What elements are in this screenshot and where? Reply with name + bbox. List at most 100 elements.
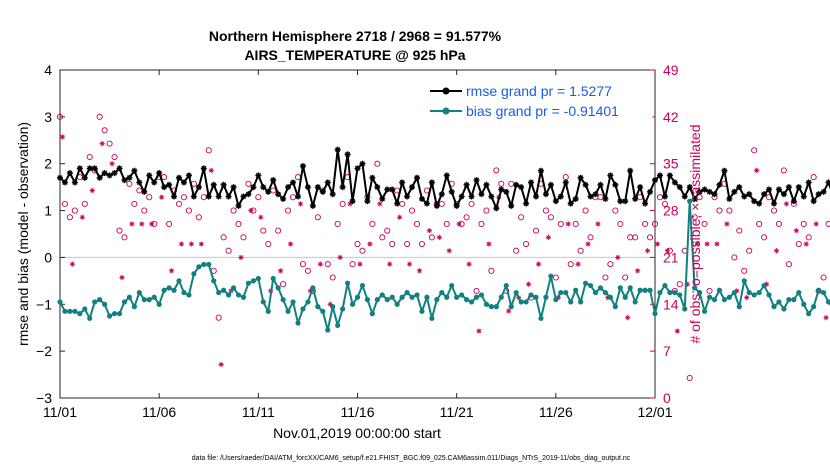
obs-possible-marker bbox=[389, 240, 396, 248]
star-stroke bbox=[439, 191, 445, 197]
obs-possible-marker bbox=[761, 234, 768, 241]
obs-possible-marker bbox=[384, 227, 391, 234]
rmse-point bbox=[190, 193, 197, 200]
star-stroke bbox=[176, 175, 182, 181]
star-stroke bbox=[290, 179, 296, 186]
bias-point bbox=[121, 299, 128, 305]
star-stroke bbox=[181, 179, 187, 186]
y-right-tick-label: 14 bbox=[663, 296, 679, 312]
obs-possible-marker bbox=[280, 281, 287, 288]
obs-possible-marker bbox=[731, 254, 738, 261]
obs-possible-marker bbox=[552, 274, 559, 281]
star-stroke bbox=[568, 200, 574, 207]
bias-point bbox=[424, 294, 430, 300]
obs-assimilated-marker bbox=[426, 228, 432, 234]
star-stroke bbox=[394, 200, 400, 207]
obs-possible-marker bbox=[805, 234, 812, 241]
obs-assimilated-marker bbox=[545, 234, 551, 240]
obs-assimilated-marker bbox=[486, 241, 492, 247]
bias-point bbox=[265, 308, 271, 314]
bias-point bbox=[672, 289, 678, 296]
obs-possible-marker bbox=[195, 214, 202, 221]
bias-point bbox=[587, 282, 594, 289]
star-stroke bbox=[62, 179, 68, 186]
star-stroke bbox=[136, 179, 142, 186]
obs-possible-marker bbox=[379, 234, 386, 241]
rmse-point bbox=[438, 191, 445, 198]
star-stroke bbox=[637, 184, 643, 190]
star-stroke bbox=[761, 191, 767, 197]
x-tick-label: 11/11 bbox=[242, 404, 275, 420]
obs-assimilated-marker bbox=[218, 361, 224, 368]
bias-point bbox=[305, 299, 311, 305]
bias-point bbox=[454, 294, 460, 300]
obs-assimilated-marker bbox=[149, 221, 155, 227]
asterisk-stroke bbox=[80, 215, 85, 220]
obs-assimilated-marker bbox=[406, 261, 413, 267]
rmse-point bbox=[771, 200, 777, 207]
obs-possible-marker bbox=[86, 153, 93, 161]
asterisk-stroke bbox=[695, 241, 700, 247]
asterisk-stroke bbox=[665, 248, 670, 253]
star-stroke bbox=[265, 189, 271, 195]
obs-possible-marker bbox=[632, 234, 639, 241]
obs-assimilated-marker bbox=[129, 221, 135, 227]
rmse-point bbox=[701, 186, 708, 193]
star-stroke bbox=[573, 196, 579, 202]
obs-possible-marker bbox=[285, 207, 292, 214]
bias-point bbox=[796, 289, 802, 296]
obs-possible-marker bbox=[582, 207, 589, 214]
rmse-point bbox=[810, 198, 817, 205]
star-stroke bbox=[563, 179, 569, 186]
asterisk-stroke bbox=[258, 215, 263, 220]
bias-point bbox=[791, 297, 797, 303]
star-stroke bbox=[379, 196, 385, 202]
obs-assimilated-marker bbox=[248, 207, 254, 214]
rmse-point bbox=[180, 179, 187, 186]
bias-point bbox=[687, 198, 693, 204]
rmse-point bbox=[597, 181, 604, 188]
obs-possible-marker bbox=[602, 274, 609, 281]
star-stroke bbox=[459, 193, 465, 200]
star-stroke bbox=[146, 172, 152, 179]
bias-point bbox=[612, 304, 618, 310]
obs-possible-marker bbox=[780, 167, 787, 174]
rmse-point bbox=[369, 174, 376, 181]
obs-assimilated-marker bbox=[109, 161, 115, 167]
star-stroke bbox=[657, 172, 663, 179]
obs-possible-marker bbox=[691, 214, 698, 221]
obs-possible-marker bbox=[785, 261, 792, 268]
obs-layer bbox=[56, 113, 830, 381]
obs-possible-marker bbox=[146, 194, 153, 201]
rmse-point bbox=[800, 193, 807, 200]
asterisk-stroke bbox=[328, 302, 333, 307]
bias-point bbox=[716, 287, 723, 293]
bias-point bbox=[325, 327, 331, 333]
star-stroke bbox=[399, 179, 405, 186]
bias-point bbox=[578, 299, 584, 305]
bias-point bbox=[77, 311, 83, 317]
obs-assimilated-marker bbox=[615, 254, 621, 261]
obs-possible-marker bbox=[215, 314, 222, 321]
rmse-point bbox=[508, 202, 515, 209]
obs-possible-marker bbox=[230, 207, 237, 214]
obs-possible-marker bbox=[71, 207, 78, 214]
bias-point bbox=[820, 289, 827, 296]
rmse-point bbox=[453, 202, 460, 209]
obs-possible-marker bbox=[825, 220, 830, 228]
rmse-point bbox=[562, 179, 569, 186]
star-stroke bbox=[335, 147, 341, 153]
y-tick-label: −3 bbox=[36, 390, 52, 406]
obs-possible-marker bbox=[275, 227, 282, 234]
star-stroke bbox=[131, 168, 137, 174]
bias-point bbox=[647, 287, 653, 293]
star-stroke bbox=[454, 203, 460, 209]
obs-possible-marker bbox=[235, 220, 242, 228]
bias-point bbox=[186, 292, 192, 298]
obs-possible-marker bbox=[508, 180, 515, 187]
obs-possible-marker bbox=[473, 287, 480, 294]
rmse-point bbox=[71, 179, 78, 186]
rmse-point bbox=[260, 184, 267, 191]
bias-point bbox=[806, 311, 812, 317]
bias-point bbox=[632, 299, 638, 305]
